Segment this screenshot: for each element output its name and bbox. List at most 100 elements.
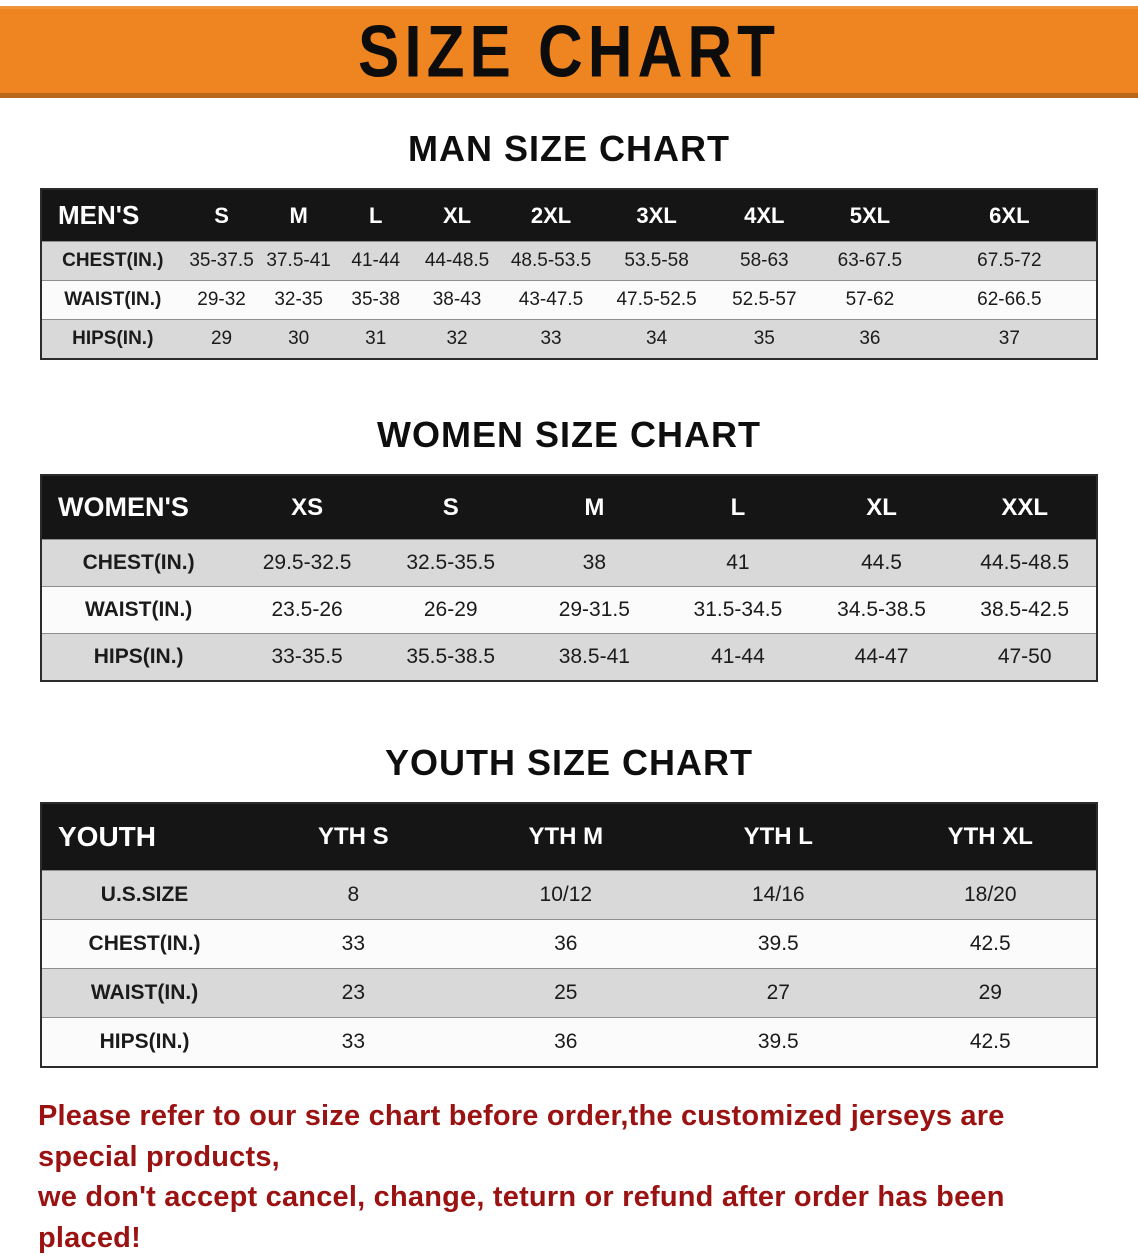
footer-line-2: we don't accept cancel, change, teturn o… bbox=[38, 1181, 1005, 1254]
row-label-cell: CHEST(IN.) bbox=[41, 539, 236, 587]
table-row: HIPS(IN.) 29 30 31 32 33 34 35 36 37 bbox=[41, 319, 1097, 359]
size-header-cell: YTH L bbox=[743, 823, 813, 850]
value-cell: 32 bbox=[413, 319, 501, 359]
value-cell: 47.5-52.5 bbox=[601, 280, 712, 320]
size-header-cell: YTH M bbox=[528, 823, 604, 850]
value-cell: 44-47 bbox=[809, 633, 954, 681]
size-header-cell: XXL bbox=[1001, 493, 1049, 521]
value-cell: 38.5-41 bbox=[522, 633, 667, 681]
table-row: WAIST(IN.) 23.5-26 26-29 29-31.5 31.5-34.5 34… bbox=[41, 586, 1097, 634]
table-row: WAIST(IN.) 23 25 27 29 bbox=[41, 968, 1097, 1018]
row-label-cell: HIPS(IN.) bbox=[41, 319, 184, 359]
size-header-cell: XL bbox=[866, 493, 897, 521]
value-cell: 35.5-38.5 bbox=[378, 633, 523, 681]
table-row: WAIST(IN.) 29-32 32-35 35-38 38-43 43-47.5 47.… bbox=[41, 280, 1097, 320]
value-cell: 30 bbox=[259, 319, 338, 359]
youth-size-table: YOUTH YTH S YTH M YTH L YTH XL U.S.SIZE 8 10/12… bbox=[40, 802, 1098, 1068]
value-cell: 52.5-57 bbox=[711, 280, 818, 320]
value-cell: 38.5-42.5 bbox=[953, 586, 1097, 634]
value-cell: 41 bbox=[666, 539, 810, 587]
value-cell: 23.5-26 bbox=[235, 586, 379, 634]
value-cell: 37 bbox=[922, 319, 1097, 359]
value-cell: 34 bbox=[601, 319, 712, 359]
value-cell: 42.5 bbox=[884, 1017, 1097, 1067]
size-header-cell: YTH S bbox=[318, 823, 389, 850]
table-row: CHEST(IN.) 35-37.5 37.5-41 41-44 44-48.5 48.5… bbox=[41, 241, 1097, 281]
youth-section-title: YOUTH SIZE CHART bbox=[384, 742, 753, 783]
value-cell: 8 bbox=[247, 870, 460, 920]
size-chart-page: SIZE CHART MAN SIZE CHART MEN'S S M L XL 2XL 3… bbox=[0, 6, 1138, 1254]
value-cell: 39.5 bbox=[672, 919, 885, 969]
value-cell: 44.5 bbox=[809, 539, 954, 587]
table-row: U.S.SIZE 8 10/12 14/16 18/20 bbox=[41, 870, 1097, 920]
value-cell: 32.5-35.5 bbox=[378, 539, 523, 587]
value-cell: 44-48.5 bbox=[413, 241, 501, 281]
men-size-table: MEN'S S M L XL 2XL 3XL 4XL 5XL 6XL CHEST(IN.) 35-37… bbox=[40, 188, 1098, 360]
value-cell: 33 bbox=[247, 919, 460, 969]
row-label-cell: WAIST(IN.) bbox=[41, 586, 236, 634]
value-cell: 32-35 bbox=[259, 280, 338, 320]
size-header-cell: XL bbox=[442, 202, 472, 228]
value-cell: 14/16 bbox=[672, 870, 885, 920]
value-cell: 53.5-58 bbox=[601, 241, 712, 281]
value-cell: 34.5-38.5 bbox=[809, 586, 954, 634]
value-cell: 35-37.5 bbox=[183, 241, 260, 281]
women-size-section: WOMEN SIZE CHART WOMEN'S XS S M L XL XXL CHEST(… bbox=[0, 414, 1138, 682]
value-cell: 23 bbox=[247, 968, 460, 1018]
size-header-cell: L bbox=[369, 202, 383, 228]
size-header-cell: 5XL bbox=[849, 202, 891, 228]
value-cell: 62-66.5 bbox=[922, 280, 1097, 320]
value-cell: 47-50 bbox=[953, 633, 1097, 681]
value-cell: 36 bbox=[459, 1017, 673, 1067]
row-label-cell: WAIST(IN.) bbox=[41, 280, 184, 320]
row-label-cell: HIPS(IN.) bbox=[41, 1017, 248, 1067]
table-row: HIPS(IN.) 33-35.5 35.5-38.5 38.5-41 41-44 44-… bbox=[41, 633, 1097, 681]
row-label-cell: WAIST(IN.) bbox=[41, 968, 248, 1018]
value-cell: 10/12 bbox=[459, 870, 673, 920]
row-label-cell: HIPS(IN.) bbox=[41, 633, 236, 681]
value-cell: 39.5 bbox=[672, 1017, 885, 1067]
value-cell: 37.5-41 bbox=[259, 241, 338, 281]
value-cell: 36 bbox=[459, 919, 673, 969]
youth-size-section: YOUTH SIZE CHART YOUTH YTH S YTH M YTH L YTH… bbox=[0, 742, 1138, 1068]
value-cell: 35-38 bbox=[337, 280, 414, 320]
size-header-cell: 2XL bbox=[530, 202, 572, 228]
value-cell: 33 bbox=[500, 319, 602, 359]
women-section-title: WOMEN SIZE CHART bbox=[377, 414, 761, 455]
value-cell: 67.5-72 bbox=[922, 241, 1097, 281]
size-header-cell: L bbox=[730, 493, 746, 521]
size-header-cell: 4XL bbox=[744, 202, 785, 228]
value-cell: 18/20 bbox=[884, 870, 1097, 920]
footer-line-1: Please refer to our size chart before or… bbox=[38, 1100, 1005, 1173]
size-header-cell: 6XL bbox=[989, 202, 1030, 228]
value-cell: 38-43 bbox=[413, 280, 501, 320]
footer-note: Please refer to our size chart before or… bbox=[38, 1096, 1108, 1258]
size-header-cell: XS bbox=[291, 493, 324, 521]
value-cell: 27 bbox=[672, 968, 885, 1018]
row-label-cell: CHEST(IN.) bbox=[41, 241, 184, 281]
value-cell: 41-44 bbox=[337, 241, 414, 281]
table-title-cell: WOMEN'S bbox=[58, 492, 189, 522]
value-cell: 29-31.5 bbox=[522, 586, 667, 634]
size-header-cell: S bbox=[214, 202, 229, 228]
value-cell: 48.5-53.5 bbox=[500, 241, 602, 281]
value-cell: 31 bbox=[337, 319, 414, 359]
size-header-cell: 3XL bbox=[636, 202, 677, 228]
value-cell: 43-47.5 bbox=[500, 280, 602, 320]
women-size-table: WOMEN'S XS S M L XL XXL CHEST(IN.) 29.5-32.5 32.5… bbox=[40, 474, 1098, 682]
value-cell: 31.5-34.5 bbox=[666, 586, 810, 634]
value-cell: 29.5-32.5 bbox=[235, 539, 379, 587]
size-header-cell: M bbox=[289, 202, 308, 228]
banner: SIZE CHART bbox=[0, 6, 1138, 98]
value-cell: 26-29 bbox=[378, 586, 523, 634]
value-cell: 57-62 bbox=[817, 280, 923, 320]
value-cell: 36 bbox=[817, 319, 923, 359]
table-row: HIPS(IN.) 33 36 39.5 42.5 bbox=[41, 1017, 1097, 1067]
value-cell: 33 bbox=[247, 1017, 460, 1067]
table-row: CHEST(IN.) 29.5-32.5 32.5-35.5 38 41 44.5 44.5… bbox=[41, 539, 1097, 587]
value-cell: 29 bbox=[183, 319, 260, 359]
value-cell: 44.5-48.5 bbox=[953, 539, 1097, 587]
size-header-cell: M bbox=[584, 493, 605, 521]
value-cell: 42.5 bbox=[884, 919, 1097, 969]
value-cell: 58-63 bbox=[711, 241, 818, 281]
